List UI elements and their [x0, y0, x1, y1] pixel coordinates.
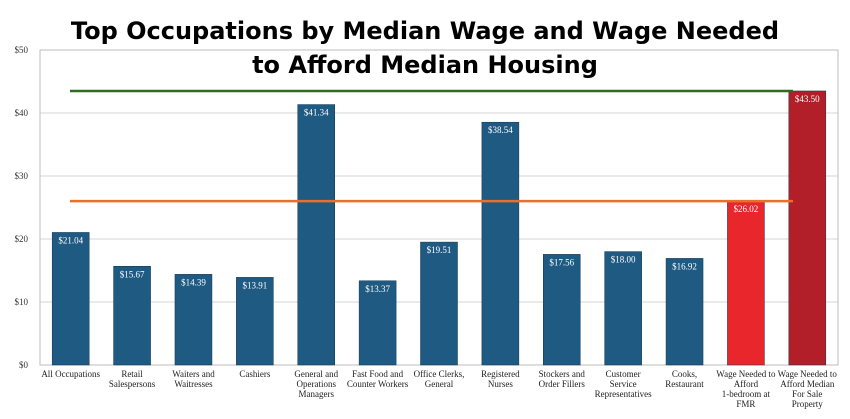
y-tick-label: $30 [15, 171, 29, 181]
category-label: All Occupations [41, 369, 100, 379]
category-label: Stockers and Order Fillers [539, 369, 586, 389]
bar [113, 266, 151, 366]
data-label: $13.37 [365, 284, 390, 294]
category-label: Fast Food and Counter Workers [347, 369, 409, 389]
y-tick-label: $10 [15, 297, 29, 307]
y-tick-label: $50 [15, 45, 29, 55]
category-label: Office Clerks, General [414, 369, 465, 389]
bar [420, 241, 458, 366]
category-label: Wage Needed to Afford 1-bedroom at FMR [716, 369, 776, 409]
y-tick-label: $0 [19, 360, 29, 370]
category-label: Registered Nurses [481, 369, 520, 389]
data-label: $15.67 [120, 269, 145, 279]
bar [174, 274, 213, 366]
category-label: Waiters and Waitresses [172, 369, 215, 389]
bar [543, 254, 581, 366]
bar [51, 232, 90, 366]
bar [481, 121, 520, 366]
data-label: $43.50 [795, 94, 820, 104]
category-label: Cashiers [239, 369, 270, 379]
category-label: General and Operations Managers [294, 369, 338, 399]
data-label: $18.00 [611, 255, 636, 265]
category-label: Wage Needed to Afford Median For Sale Prope… [778, 369, 838, 409]
category-label: Retail Salespersons [109, 369, 156, 389]
data-label: $26.02 [734, 204, 759, 214]
bar [788, 90, 827, 366]
data-label: $21.04 [58, 235, 83, 245]
data-label: $13.91 [242, 280, 267, 290]
bar [604, 251, 642, 366]
data-label: $14.39 [181, 277, 206, 287]
bar [236, 277, 274, 366]
bar [665, 258, 704, 366]
bar [727, 200, 765, 366]
category-label: Customer Service Representatives [595, 369, 652, 399]
chart-title: Top Occupations by Median Wage and Wage … [70, 17, 780, 79]
bar [358, 280, 397, 366]
data-label: $38.54 [488, 125, 513, 135]
y-tick-label: $40 [15, 108, 29, 118]
bar [297, 104, 335, 366]
data-label: $16.92 [672, 261, 697, 271]
data-label: $19.51 [427, 245, 452, 255]
data-label: $17.56 [549, 257, 574, 267]
category-label: Cooks, Restaurant [665, 369, 704, 389]
data-label: $41.34 [304, 108, 329, 118]
y-tick-label: $20 [15, 234, 29, 244]
